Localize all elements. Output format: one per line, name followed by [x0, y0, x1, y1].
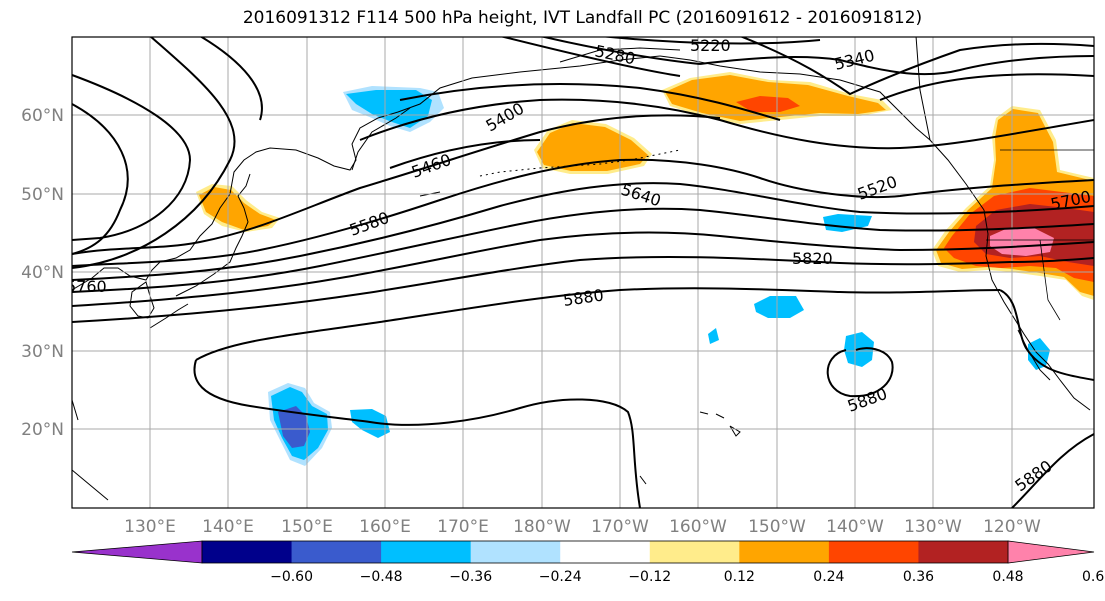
colorbar-tick-label: 0.24	[813, 569, 844, 585]
map-panel: 5220 5280 5340 5400 5460 5520 5580 5640 …	[66, 36, 1094, 508]
map-frame	[71, 36, 1095, 509]
colorbar-bin	[560, 541, 651, 563]
lon-label: 170°E	[437, 517, 489, 537]
lat-label: 60°N	[21, 106, 64, 126]
map-title: 2016091312 F114 500 hPa height, IVT Land…	[242, 8, 923, 28]
contour-label-5220: 5220	[690, 36, 731, 55]
lon-label: 160°W	[669, 517, 727, 537]
contour-label-5340: 5340	[832, 46, 876, 74]
colorbar-bin	[381, 541, 472, 563]
lon-label: 160°E	[359, 517, 411, 537]
contour-label-5460: 5460	[409, 150, 454, 182]
colorbar-bin	[649, 541, 740, 563]
colorbar-outline	[201, 540, 1009, 564]
lon-label: 180°W	[513, 517, 571, 537]
colorbar-bin	[470, 541, 561, 563]
lon-label: 130°W	[904, 517, 962, 537]
colorbar-extend-min	[71, 540, 203, 564]
colorbar-tick-label: −0.24	[539, 569, 582, 585]
colorbar-bin	[202, 541, 293, 563]
colorbar-extend-max	[1007, 540, 1095, 564]
colorbar-tick-label: −0.48	[360, 569, 403, 585]
lon-label: 150°E	[281, 517, 333, 537]
colorbar-bin	[918, 541, 1009, 563]
lon-label: 120°W	[983, 517, 1041, 537]
height-contours	[72, 37, 1094, 508]
colorbar-tick-label: −0.60	[270, 569, 313, 585]
colorbar-tick-label: 0.36	[903, 569, 934, 585]
colorbar-bin	[828, 541, 919, 563]
contour-label-5760: 5760	[66, 277, 107, 296]
colorbar-tick-label: 0.48	[992, 569, 1023, 585]
lat-label: 50°N	[21, 185, 64, 205]
colorbar-bin	[739, 541, 830, 563]
contour-label-5880-b: 5880	[845, 384, 890, 416]
colorbar-tick-label: 0.12	[724, 569, 755, 585]
latitude-labels: 60°N 50°N 40°N 30°N 20°N	[21, 106, 64, 440]
colorbar: −0.60 −0.48 −0.36 −0.24 −0.12 0.12 0.24 0.36 0.4…	[71, 540, 1105, 585]
graticule	[72, 37, 1094, 508]
longitude-labels: 130°E 140°E 150°E 160°E 170°E 180°W 170°…	[124, 517, 1041, 537]
contour-label-5880: 5880	[562, 285, 605, 309]
negative-anomaly-regions	[268, 86, 1050, 466]
lat-label: 20°N	[21, 420, 64, 440]
contour-label-5640: 5640	[619, 180, 664, 211]
lon-label: 150°W	[748, 517, 806, 537]
lon-label: 130°E	[124, 517, 176, 537]
contour-label-5520: 5520	[855, 172, 900, 204]
contour-label-5280: 5280	[593, 41, 637, 68]
colorbar-tick-label: −0.36	[449, 569, 492, 585]
colorbar-bin	[291, 541, 382, 563]
lon-label: 140°W	[826, 517, 884, 537]
contour-label-5880-c: 5880	[1011, 456, 1055, 495]
lon-label: 140°E	[202, 517, 254, 537]
lat-label: 40°N	[21, 263, 64, 283]
colorbar-tick-label: 0.60	[1082, 569, 1105, 585]
lon-label: 170°W	[591, 517, 649, 537]
colorbar-tick-label: −0.12	[628, 569, 671, 585]
contour-label-5820: 5820	[792, 249, 833, 268]
lat-label: 30°N	[21, 342, 64, 362]
